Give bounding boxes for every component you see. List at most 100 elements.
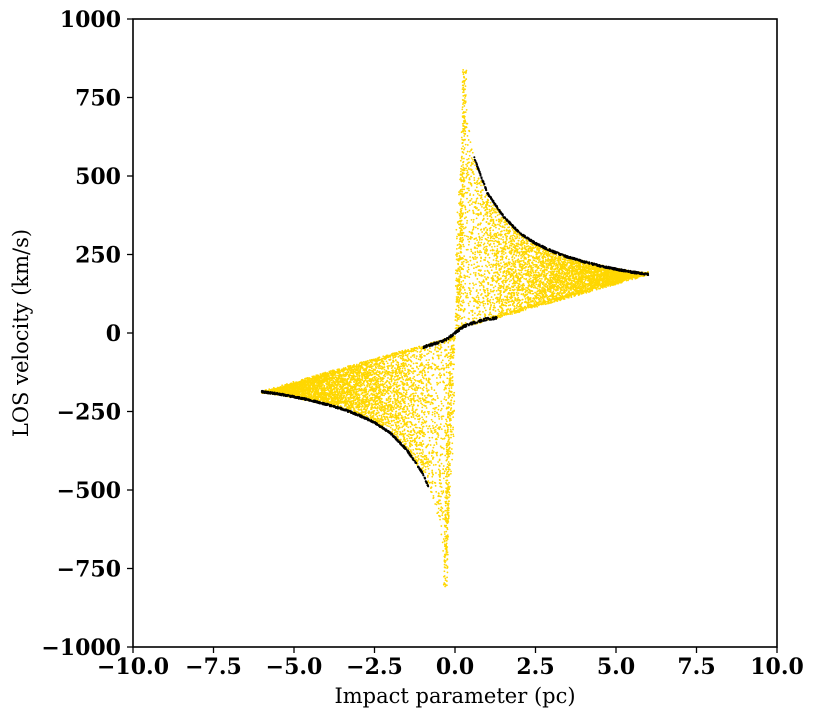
data-point: [567, 292, 569, 294]
data-point: [527, 298, 530, 301]
data-point: [511, 288, 514, 291]
data-point: [464, 206, 467, 209]
data-point: [526, 271, 529, 274]
data-point: [496, 300, 499, 303]
data-point: [500, 250, 503, 253]
data-point: [488, 300, 491, 303]
data-point: [489, 226, 492, 229]
data-point: [489, 229, 492, 232]
data-point: [538, 292, 541, 295]
data-point: [562, 270, 565, 273]
data-point: [468, 177, 471, 179]
data-point: [504, 295, 506, 298]
data-point: [486, 213, 488, 215]
data-point: [511, 256, 513, 259]
data-point: [518, 305, 521, 308]
data-point: [581, 284, 583, 286]
data-point: [491, 239, 494, 242]
data-point: [466, 191, 469, 194]
data-point: [580, 275, 583, 278]
data-point: [479, 284, 481, 287]
data-point: [482, 297, 485, 300]
data-point: [492, 264, 494, 267]
data-point: [478, 238, 481, 241]
data-point: [492, 298, 495, 301]
data-point: [468, 312, 471, 314]
data-point: [489, 311, 492, 314]
data-point: [461, 234, 464, 236]
data-point: [462, 265, 465, 267]
data-point: [458, 191, 461, 194]
data-point: [466, 292, 469, 295]
data-point: [469, 199, 472, 202]
data-point: [568, 271, 571, 274]
data-point: [546, 296, 549, 299]
data-point: [485, 277, 488, 280]
data-point: [478, 310, 481, 313]
data-point: [568, 290, 570, 293]
data-point: [478, 304, 481, 307]
data-point: [611, 271, 613, 274]
data-point: [492, 218, 495, 221]
data-point: [516, 248, 519, 251]
data-point: [508, 280, 511, 283]
data-point: [455, 228, 458, 231]
data-point: [476, 250, 479, 253]
data-point: [579, 266, 582, 268]
data-point: [554, 264, 557, 267]
data-point: [572, 276, 575, 278]
data-point: [485, 231, 488, 234]
points-layer: [260, 69, 650, 588]
data-point: [464, 208, 467, 211]
data-point: [479, 289, 482, 291]
data-point: [576, 290, 579, 292]
data-point: [465, 259, 468, 261]
data-point: [502, 251, 505, 253]
data-point: [470, 175, 472, 178]
data-point: [463, 135, 466, 137]
data-point: [538, 288, 541, 291]
data-point: [483, 228, 485, 231]
data-point: [483, 202, 485, 205]
data-point: [533, 302, 536, 304]
data-point: [502, 291, 505, 294]
data-point: [463, 255, 466, 258]
data-point: [511, 291, 514, 294]
data-point: [475, 181, 478, 184]
data-point: [478, 194, 481, 197]
data-point: [480, 274, 483, 277]
data-point: [523, 295, 526, 298]
data-point: [530, 281, 533, 284]
data-point: [477, 296, 480, 299]
data-point: [507, 301, 510, 303]
data-point: [597, 269, 599, 272]
data-point: [532, 280, 535, 283]
data-point: [589, 276, 591, 279]
data-point: [499, 311, 502, 314]
data-point: [540, 291, 543, 294]
data-point: [511, 236, 514, 239]
data-point: [541, 287, 543, 289]
data-point: [493, 225, 495, 228]
data-point: [461, 261, 463, 264]
data-point: [483, 227, 485, 230]
data-point: [466, 144, 469, 146]
data-point: [487, 240, 490, 243]
data-point: [508, 232, 511, 234]
data-point: [487, 281, 489, 284]
data-point: [512, 246, 515, 248]
data-point: [480, 184, 482, 187]
data-point: [538, 283, 540, 286]
data-point: [490, 296, 493, 298]
data-point: [500, 216, 503, 219]
data-point: [543, 268, 546, 271]
data-point: [489, 237, 492, 240]
data-point: [507, 271, 510, 273]
data-point: [471, 163, 474, 165]
data-point: [544, 288, 546, 291]
data-point: [463, 192, 466, 195]
data-point: [474, 274, 477, 277]
data-point: [455, 324, 458, 327]
data-point: [492, 286, 495, 289]
data-point: [515, 276, 518, 279]
